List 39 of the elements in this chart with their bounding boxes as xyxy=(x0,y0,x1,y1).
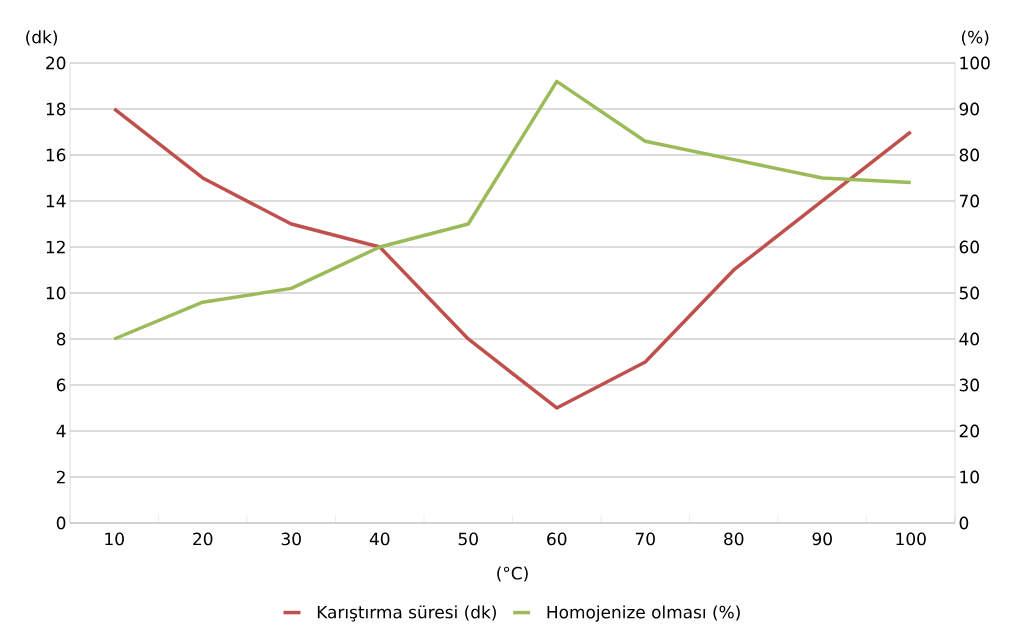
y2-tick-label: 0 xyxy=(959,516,969,530)
y2-tick-label: 70 xyxy=(959,194,979,208)
y-tick-label: 12 xyxy=(46,240,65,254)
y-tick-label: 10 xyxy=(46,286,66,300)
x-tick-label: 100 xyxy=(896,532,926,546)
y2-tick-label: 40 xyxy=(959,332,979,346)
y2-tick-label: 60 xyxy=(959,240,979,254)
y-tick-label: 18 xyxy=(46,102,66,116)
y-tick-label: 8 xyxy=(56,332,66,346)
x-tick-label: 80 xyxy=(724,532,744,546)
y2-tick-label: 10 xyxy=(960,470,979,484)
y-tick-label: 0 xyxy=(56,516,66,530)
y2-tick-label: 50 xyxy=(959,286,979,300)
y2-tick-label: 80 xyxy=(959,148,979,162)
y2-tick-label: 100 xyxy=(960,56,990,70)
y-tick-label: 6 xyxy=(56,378,66,392)
x-tick-label: 10 xyxy=(105,532,124,546)
x-tick-label: 30 xyxy=(281,532,301,546)
x-tick-label: 20 xyxy=(193,532,213,546)
line-series xyxy=(112,79,913,341)
y-tick-label: 2 xyxy=(56,470,65,484)
line-series xyxy=(112,107,913,410)
x-tick-label: 50 xyxy=(458,532,478,546)
y-tick-label: 14 xyxy=(46,194,66,208)
x-tick-label: 70 xyxy=(635,532,655,546)
x-axis-title: (°C) xyxy=(497,566,528,582)
y2-tick-label: 90 xyxy=(959,102,979,116)
x-tick-label: 90 xyxy=(812,532,832,546)
y-tick-label: 16 xyxy=(46,148,66,162)
x-tick-label: 60 xyxy=(547,532,567,546)
x-tick-label: 40 xyxy=(369,532,390,546)
y-tick-label: 20 xyxy=(46,56,66,70)
y2-axis-title: (%) xyxy=(961,30,989,46)
y-tick-label: 4 xyxy=(56,424,66,438)
y2-tick-label: 20 xyxy=(959,424,979,438)
y-axis-title: (dk) xyxy=(26,30,58,46)
legend-label: Homojenize olması (%) xyxy=(547,605,740,622)
legend-label: Karıştırma süresi (dk) xyxy=(317,605,496,622)
y2-tick-label: 30 xyxy=(959,378,979,392)
